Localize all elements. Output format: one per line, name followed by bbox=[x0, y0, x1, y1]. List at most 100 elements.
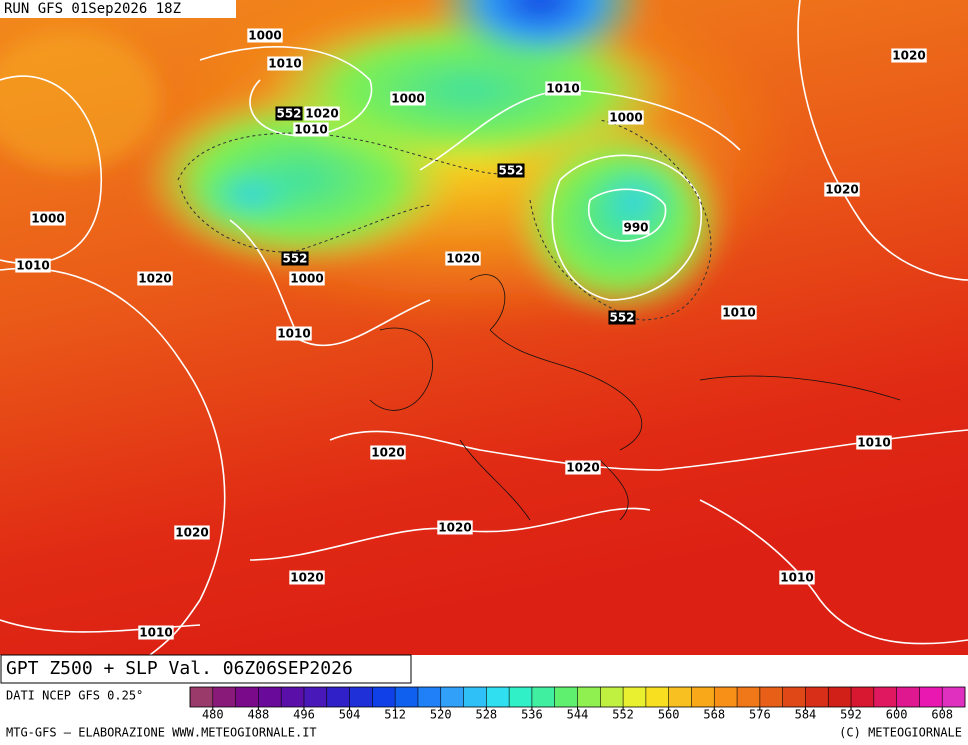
slp-label: 1000 bbox=[248, 29, 281, 43]
z500-label: 552 bbox=[282, 252, 307, 266]
colorbar-swatch bbox=[668, 687, 692, 707]
slp-label-box bbox=[437, 520, 473, 535]
slp-label-box bbox=[891, 48, 927, 63]
colorbar-swatch bbox=[737, 687, 761, 707]
slp-label-box bbox=[622, 220, 650, 235]
colorbar: 480 488 496 504 512 520 528 536 544 552 560 568 576 5… bbox=[189, 686, 966, 722]
slp-label-box bbox=[370, 445, 406, 460]
slp-label-box bbox=[390, 91, 426, 106]
run-label: RUN GFS 01Sep2026 18Z bbox=[4, 1, 181, 17]
slp-label-box bbox=[608, 110, 644, 125]
slp-label: 1010 bbox=[722, 306, 755, 320]
slp-label-box bbox=[137, 271, 173, 286]
footer-right: (C) METEOGIORNALE bbox=[839, 726, 962, 740]
colorbar-tick-label: 536 bbox=[521, 708, 543, 722]
colorbar-swatch bbox=[531, 687, 556, 707]
colorbar-swatch bbox=[349, 687, 373, 707]
colorbar-tick-label: 544 bbox=[567, 708, 589, 722]
slp-label-box bbox=[174, 525, 210, 540]
slp-label: 1020 bbox=[175, 526, 208, 540]
colorbar-swatch bbox=[623, 687, 647, 707]
colorbar-swatch bbox=[759, 687, 783, 707]
slp-label-box bbox=[779, 570, 815, 585]
slp-label: 1000 bbox=[290, 272, 323, 286]
z500-label-box bbox=[497, 163, 525, 178]
colorbar-tick-label: 608 bbox=[931, 708, 953, 722]
colorbar-swatch bbox=[235, 687, 259, 707]
slp-label-box bbox=[565, 460, 601, 475]
colorbar-swatch bbox=[258, 687, 282, 707]
colorbar-swatch bbox=[577, 687, 601, 707]
colorbar-tick-label: 480 bbox=[202, 708, 224, 722]
slp-label: 1020 bbox=[138, 272, 171, 286]
colorbar-tick-label: 488 bbox=[248, 708, 270, 722]
slp-label-box bbox=[304, 106, 340, 121]
slp-label: 1010 bbox=[780, 571, 813, 585]
slp-label: 1020 bbox=[446, 252, 479, 266]
colorbar-swatch bbox=[281, 687, 305, 707]
colorbar-swatch bbox=[873, 687, 897, 707]
z500-contour bbox=[177, 119, 712, 321]
z500-label-box bbox=[275, 106, 303, 121]
slp-label-box bbox=[247, 28, 283, 43]
colorbar-swatch bbox=[440, 687, 464, 707]
colorbar-tick-label: 552 bbox=[612, 708, 634, 722]
slp-label-box bbox=[824, 182, 860, 197]
slp-label: 1020 bbox=[371, 446, 404, 460]
slp-label: 1000 bbox=[609, 111, 642, 125]
colorbar-tick-label: 584 bbox=[795, 708, 817, 722]
colorbar-swatch bbox=[417, 687, 442, 707]
colorbar-swatch bbox=[942, 687, 966, 707]
colorbar-swatch bbox=[691, 687, 715, 707]
slp-label: 1020 bbox=[825, 183, 858, 197]
colorbar-swatch bbox=[326, 687, 350, 707]
slp-label-box bbox=[267, 56, 303, 71]
colorbar-tick-label: 600 bbox=[886, 708, 908, 722]
slp-label-box bbox=[445, 251, 481, 266]
slp-label: 1020 bbox=[305, 107, 338, 121]
slp-label: 1010 bbox=[546, 82, 579, 96]
height-shading bbox=[0, 0, 800, 330]
colorbar-swatch bbox=[645, 687, 669, 707]
slp-label: 1010 bbox=[857, 436, 890, 450]
colorbar-swatch bbox=[486, 687, 510, 707]
slp-label-box bbox=[138, 625, 174, 640]
colorbar-swatch bbox=[919, 687, 943, 707]
slp-label-box bbox=[293, 122, 329, 137]
slp-label-box bbox=[30, 211, 66, 226]
colorbar-tick-label: 528 bbox=[475, 708, 497, 722]
z500-label-box bbox=[608, 310, 636, 325]
slp-label-box bbox=[289, 271, 325, 286]
run-box bbox=[0, 0, 236, 18]
colorbar-swatch bbox=[782, 687, 806, 707]
colorbar-swatch bbox=[714, 687, 738, 707]
colorbar-tick-label: 568 bbox=[703, 708, 725, 722]
colorbar-swatch bbox=[805, 687, 829, 707]
colorbar-swatch bbox=[212, 687, 236, 707]
slp-label-box bbox=[856, 435, 892, 450]
slp-label: 1000 bbox=[31, 212, 64, 226]
colorbar-swatch bbox=[554, 687, 578, 707]
coastlines bbox=[369, 274, 901, 521]
contour-labels: 1000 1010 1020 1010 1000 1010 1000 1020 1020 1000… bbox=[15, 28, 927, 640]
colorbar-tick-label: 512 bbox=[384, 708, 406, 722]
slp-label: 1010 bbox=[268, 57, 301, 71]
colorbar-swatch bbox=[851, 687, 875, 707]
z500-label-box bbox=[281, 251, 309, 266]
colorbar-swatch bbox=[463, 687, 487, 707]
colorbar-swatch bbox=[600, 687, 624, 707]
slp-label: 1020 bbox=[892, 49, 925, 63]
slp-label: 1000 bbox=[391, 92, 424, 106]
slp-label: 1010 bbox=[294, 123, 327, 137]
map-field bbox=[0, 0, 968, 656]
map-title: GPT Z500 + SLP Val. 06Z06SEP2026 bbox=[6, 658, 353, 679]
slp-label-box bbox=[15, 258, 51, 273]
source: DATI NCEP GFS 0.25° bbox=[6, 689, 143, 703]
colorbar-tick-label: 496 bbox=[293, 708, 315, 722]
slp-label: 1020 bbox=[438, 521, 471, 535]
colorbar-swatch bbox=[372, 687, 396, 707]
slp-label: 1020 bbox=[290, 571, 323, 585]
slp-label-box bbox=[721, 305, 757, 320]
